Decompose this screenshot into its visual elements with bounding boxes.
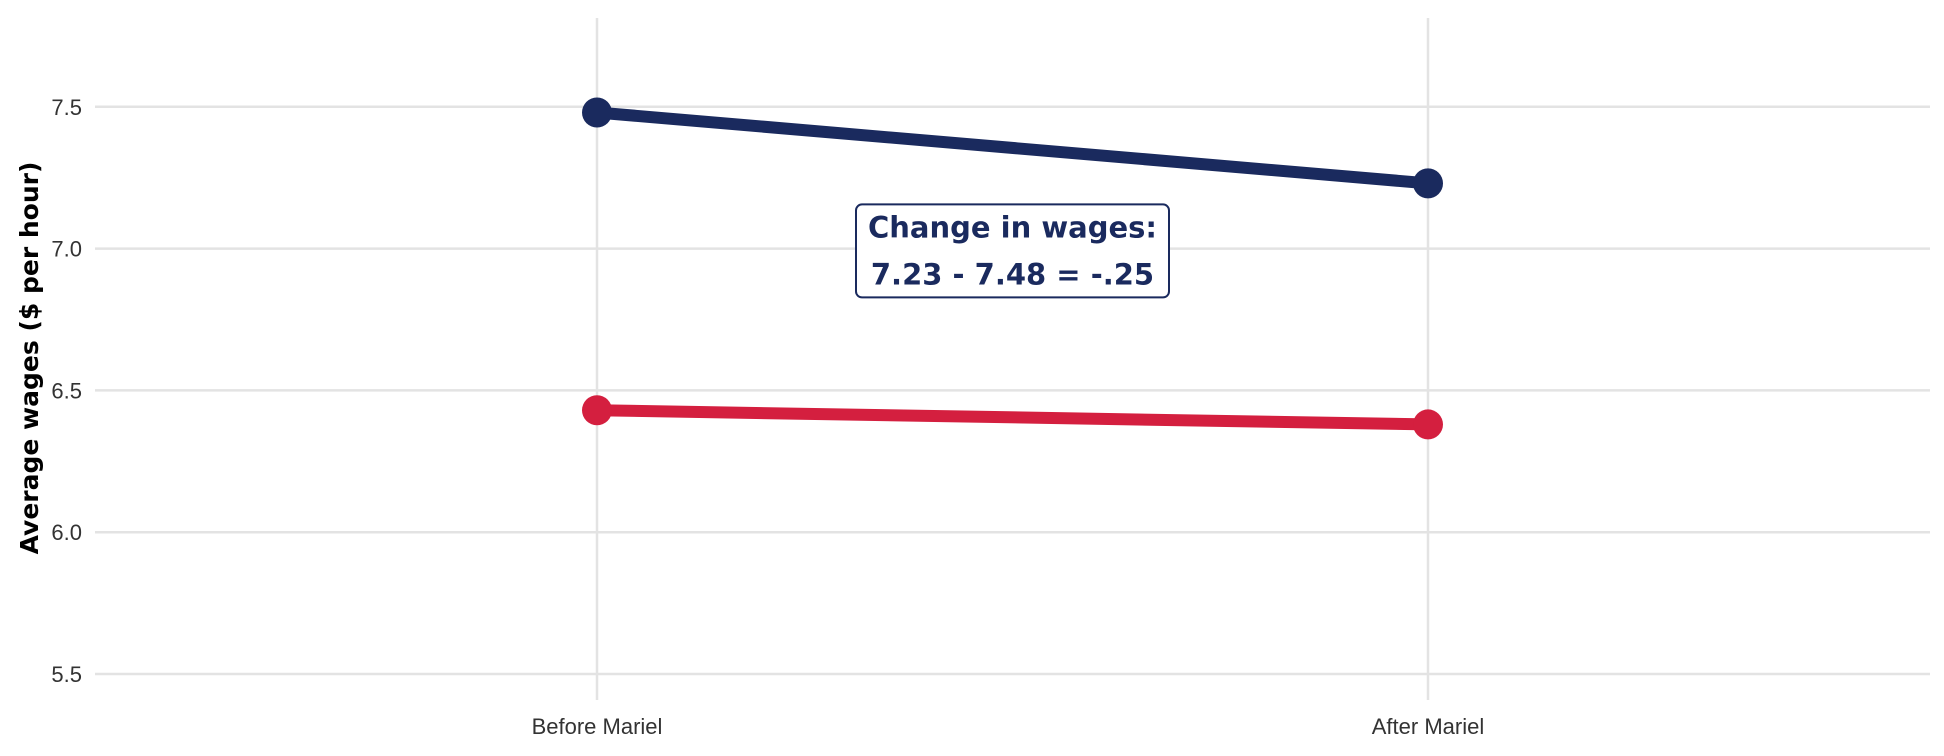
- annotation-line-1: Change in wages:: [868, 210, 1157, 244]
- data-point: [582, 97, 612, 128]
- annotation-box: [855, 203, 1170, 299]
- x-tick-label: After Mariel: [1372, 714, 1484, 739]
- x-tick-labels: Before Mariel After Mariel: [532, 714, 1485, 739]
- data-point: [582, 395, 612, 426]
- y-tick-label: 7.0: [51, 237, 82, 262]
- y-tick-label: 5.5: [51, 662, 82, 687]
- series-line-1: [591, 404, 1434, 431]
- y-tick-labels: 5.5 6.0 6.5 7.0 7.5: [51, 95, 82, 687]
- annotation-line-2: 7.23 - 7.48 = -.25: [871, 257, 1154, 291]
- series-lines: [591, 106, 1434, 431]
- series-line-0: [591, 106, 1434, 190]
- data-point: [1413, 168, 1443, 199]
- gridlines: [95, 18, 1930, 700]
- series-points: [582, 97, 1443, 440]
- y-tick-label: 6.5: [51, 378, 82, 403]
- y-axis-label: Average wages ($ per hour): [15, 162, 44, 555]
- x-tick-label: Before Mariel: [532, 714, 663, 739]
- y-tick-label: 6.0: [51, 520, 82, 545]
- change-annotation: Change in wages: 7.23 - 7.48 = -.25: [855, 203, 1170, 299]
- data-point: [1413, 409, 1443, 440]
- y-tick-label: 7.5: [51, 95, 82, 120]
